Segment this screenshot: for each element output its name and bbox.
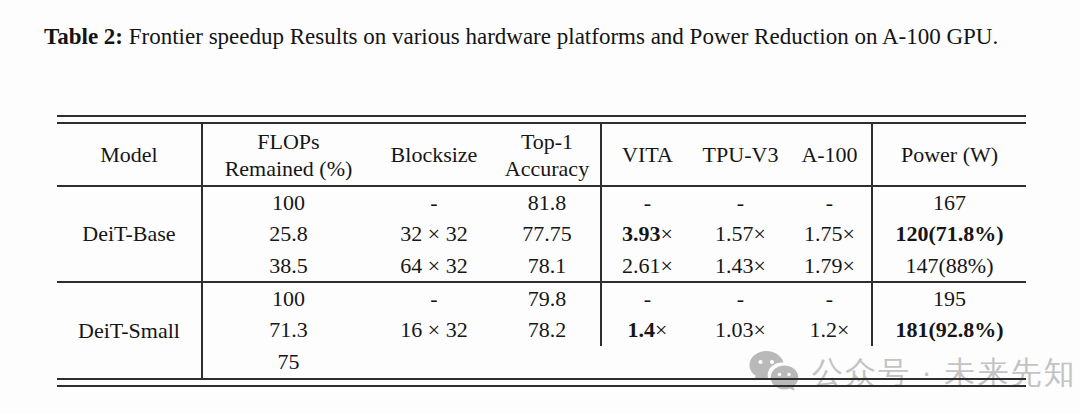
header-label: A-100 (801, 142, 857, 167)
table-cell: 181(92.8%) (872, 314, 1026, 346)
table-cell: 100 (202, 282, 374, 314)
table-cell: 167 (872, 186, 1026, 218)
table-cell: 1.57× (693, 218, 788, 250)
col-header-tpu-v3: TPU-V3 (693, 124, 788, 186)
model-cell: DeiT-Base (57, 186, 202, 282)
table-cell: 1.43× (693, 250, 788, 282)
col-header-vita: VITA (601, 124, 693, 186)
table-cell: - (693, 186, 788, 218)
table-cell: - (788, 186, 872, 218)
table-cell (788, 346, 872, 378)
col-header-model: Model (57, 124, 202, 186)
header-label: Model (100, 142, 157, 167)
table-cell: - (601, 282, 693, 314)
table-cell: 81.8 (494, 186, 601, 218)
table-cell: 78.2 (494, 314, 601, 346)
header-label: Blocksize (391, 142, 478, 167)
cell-text: 1.4 (628, 317, 656, 342)
header-label: FLOPs (203, 128, 374, 155)
table-cell: 25.8 (202, 218, 374, 250)
table-cell: 32 × 32 (374, 218, 494, 250)
table-row: DeiT-Base100-81.8---167 (57, 186, 1026, 218)
table-cell: 120(71.8%) (872, 218, 1026, 250)
cell-text: 120(71.8%) (895, 221, 1003, 246)
table-cell: - (693, 282, 788, 314)
header-label: TPU-V3 (703, 142, 779, 167)
col-header-power: Power (W) (872, 124, 1026, 186)
header-label: Remained (%) (203, 155, 374, 182)
cell-text: × (655, 317, 667, 342)
table-cell: 3.93× (601, 218, 693, 250)
table-cell: 195 (872, 282, 1026, 314)
col-header-flops: FLOPs Remained (%) (202, 124, 374, 186)
caption-text: Frontier speedup Results on various hard… (123, 24, 998, 49)
table-caption: Table 2: Frontier speedup Results on var… (44, 19, 1049, 55)
table-cell: 77.75 (494, 218, 601, 250)
header-label: Top-1 (494, 128, 600, 155)
table-cell: 78.1 (494, 250, 601, 282)
table-cell: - (374, 282, 494, 314)
cell-text: 181(92.8%) (895, 317, 1003, 342)
table-cell: 64 × 32 (374, 250, 494, 282)
table-row: DeiT-Small100-79.8---195 (57, 282, 1026, 314)
results-table: Model FLOPs Remained (%) Blocksize Top-1… (57, 115, 1026, 387)
table-cell: 1.03× (693, 314, 788, 346)
table-cell: 100 (202, 186, 374, 218)
col-header-top1: Top-1 Accuracy (494, 124, 601, 186)
header-label: Accuracy (494, 155, 600, 182)
top-double-rule (57, 115, 1026, 124)
table-cell (494, 346, 601, 378)
table-cell (601, 346, 693, 378)
table-cell: - (788, 282, 872, 314)
table-cell: 2.61× (601, 250, 693, 282)
table-cell: 1.75× (788, 218, 872, 250)
table-cell: 16 × 32 (374, 314, 494, 346)
header-label: Power (W) (901, 142, 998, 167)
header-row: Model FLOPs Remained (%) Blocksize Top-1… (57, 124, 1026, 186)
table-cell (872, 346, 1026, 378)
table-cell: 75 (202, 346, 374, 378)
model-cell: DeiT-Small (57, 282, 202, 378)
col-header-blocksize: Blocksize (374, 124, 494, 186)
table-row: 38.564 × 3278.12.61×1.43×1.79×147(88%) (57, 250, 1026, 282)
bottom-double-rule (57, 378, 1026, 387)
table-cell: 38.5 (202, 250, 374, 282)
table-row: 71.316 × 3278.21.4×1.03×1.2×181(92.8%) (57, 314, 1026, 346)
table-cell: 79.8 (494, 282, 601, 314)
col-header-a100: A-100 (788, 124, 872, 186)
table-cell (374, 346, 494, 378)
table-cell: 1.79× (788, 250, 872, 282)
table-cell: - (601, 186, 693, 218)
table-cell: 1.4× (601, 314, 693, 346)
table-row: 75 (57, 346, 1026, 378)
header-label: VITA (622, 142, 673, 167)
table-row: 25.832 × 3277.753.93×1.57×1.75×120(71.8%… (57, 218, 1026, 250)
table-cell: 1.2× (788, 314, 872, 346)
table-cell (693, 346, 788, 378)
cell-text: × (661, 221, 673, 246)
table-cell: 147(88%) (872, 250, 1026, 282)
cell-text: 3.93 (622, 221, 661, 246)
table-cell: 71.3 (202, 314, 374, 346)
caption-label: Table 2: (44, 24, 123, 49)
table-cell: - (374, 186, 494, 218)
table-body: DeiT-Base100-81.8---16725.832 × 3277.753… (57, 186, 1026, 378)
